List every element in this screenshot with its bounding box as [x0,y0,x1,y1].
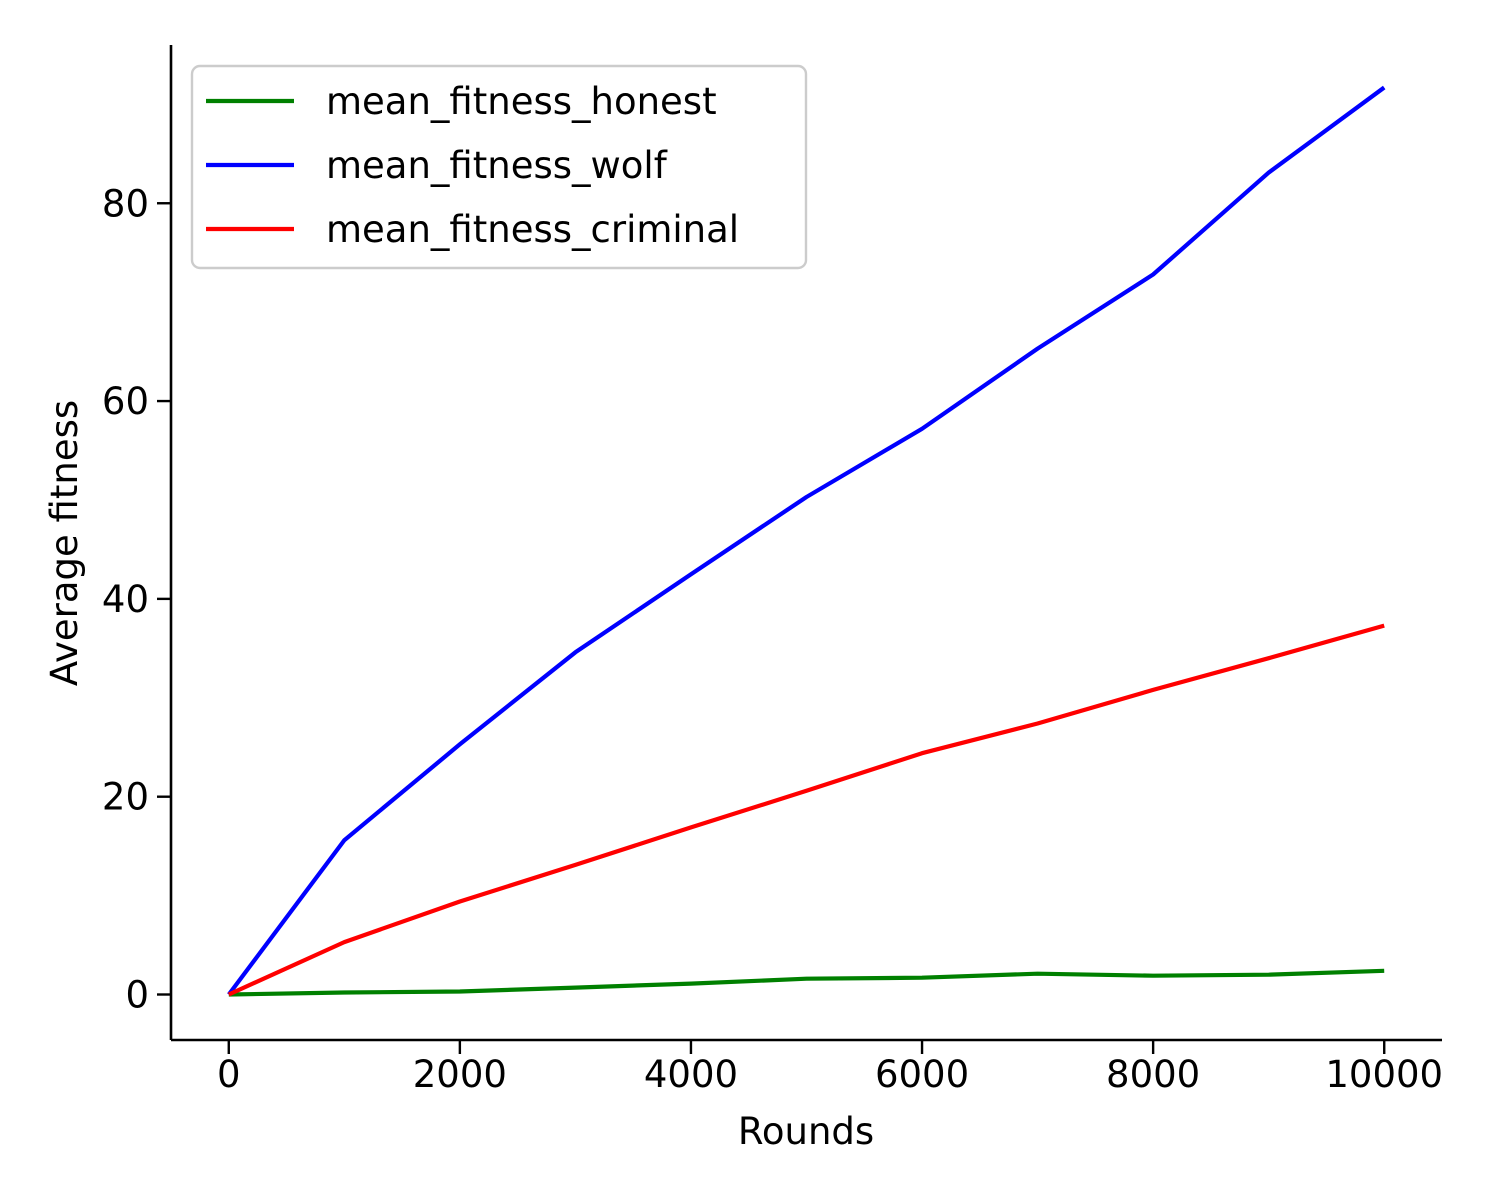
y-tick-label: 0 [125,974,149,1017]
y-tick-label: 40 [102,578,149,621]
legend-box [190,64,808,270]
x-tick-label: 2000 [413,1053,507,1096]
legend-entry-label: mean_fitness_wolf [326,144,668,187]
y-tick-label: 20 [102,776,149,819]
series-line-mean-fitness-wolf [227,85,1386,996]
series-line-mean-fitness-criminal [227,623,1385,997]
legend-entry-label: mean_fitness_honest [326,80,717,123]
series-line-mean-fitness-honest [228,968,1385,997]
series-layer [227,85,1386,997]
y-axis-title: Average fitness [43,400,86,686]
legend-entry-label: mean_fitness_criminal [326,208,739,251]
x-tick-label: 8000 [1106,1053,1200,1096]
x-tick-label: 10000 [1325,1053,1443,1096]
legend: mean_fitness_honest mean_fitness_wolfmean… [190,64,808,270]
y-tick-label: 80 [102,182,149,225]
x-tick-label: 4000 [644,1053,738,1096]
x-tick-label: 6000 [875,1053,969,1096]
x-axis-ticks: 0 2000 4000 6000 8000 10000 [217,1040,1443,1096]
x-axis-title: Rounds [738,1110,874,1153]
y-axis-ticks: 0 20 40 60 80 [102,182,171,1017]
x-tick-label: 0 [217,1053,241,1096]
y-tick-label: 60 [102,380,149,423]
axes [169,45,1442,1042]
